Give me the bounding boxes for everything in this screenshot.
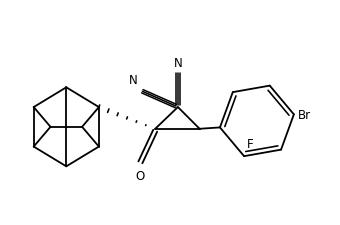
Text: N: N: [129, 74, 137, 87]
Text: N: N: [173, 56, 182, 69]
Text: Br: Br: [298, 108, 311, 121]
Text: O: O: [136, 169, 145, 182]
Text: F: F: [247, 138, 254, 151]
